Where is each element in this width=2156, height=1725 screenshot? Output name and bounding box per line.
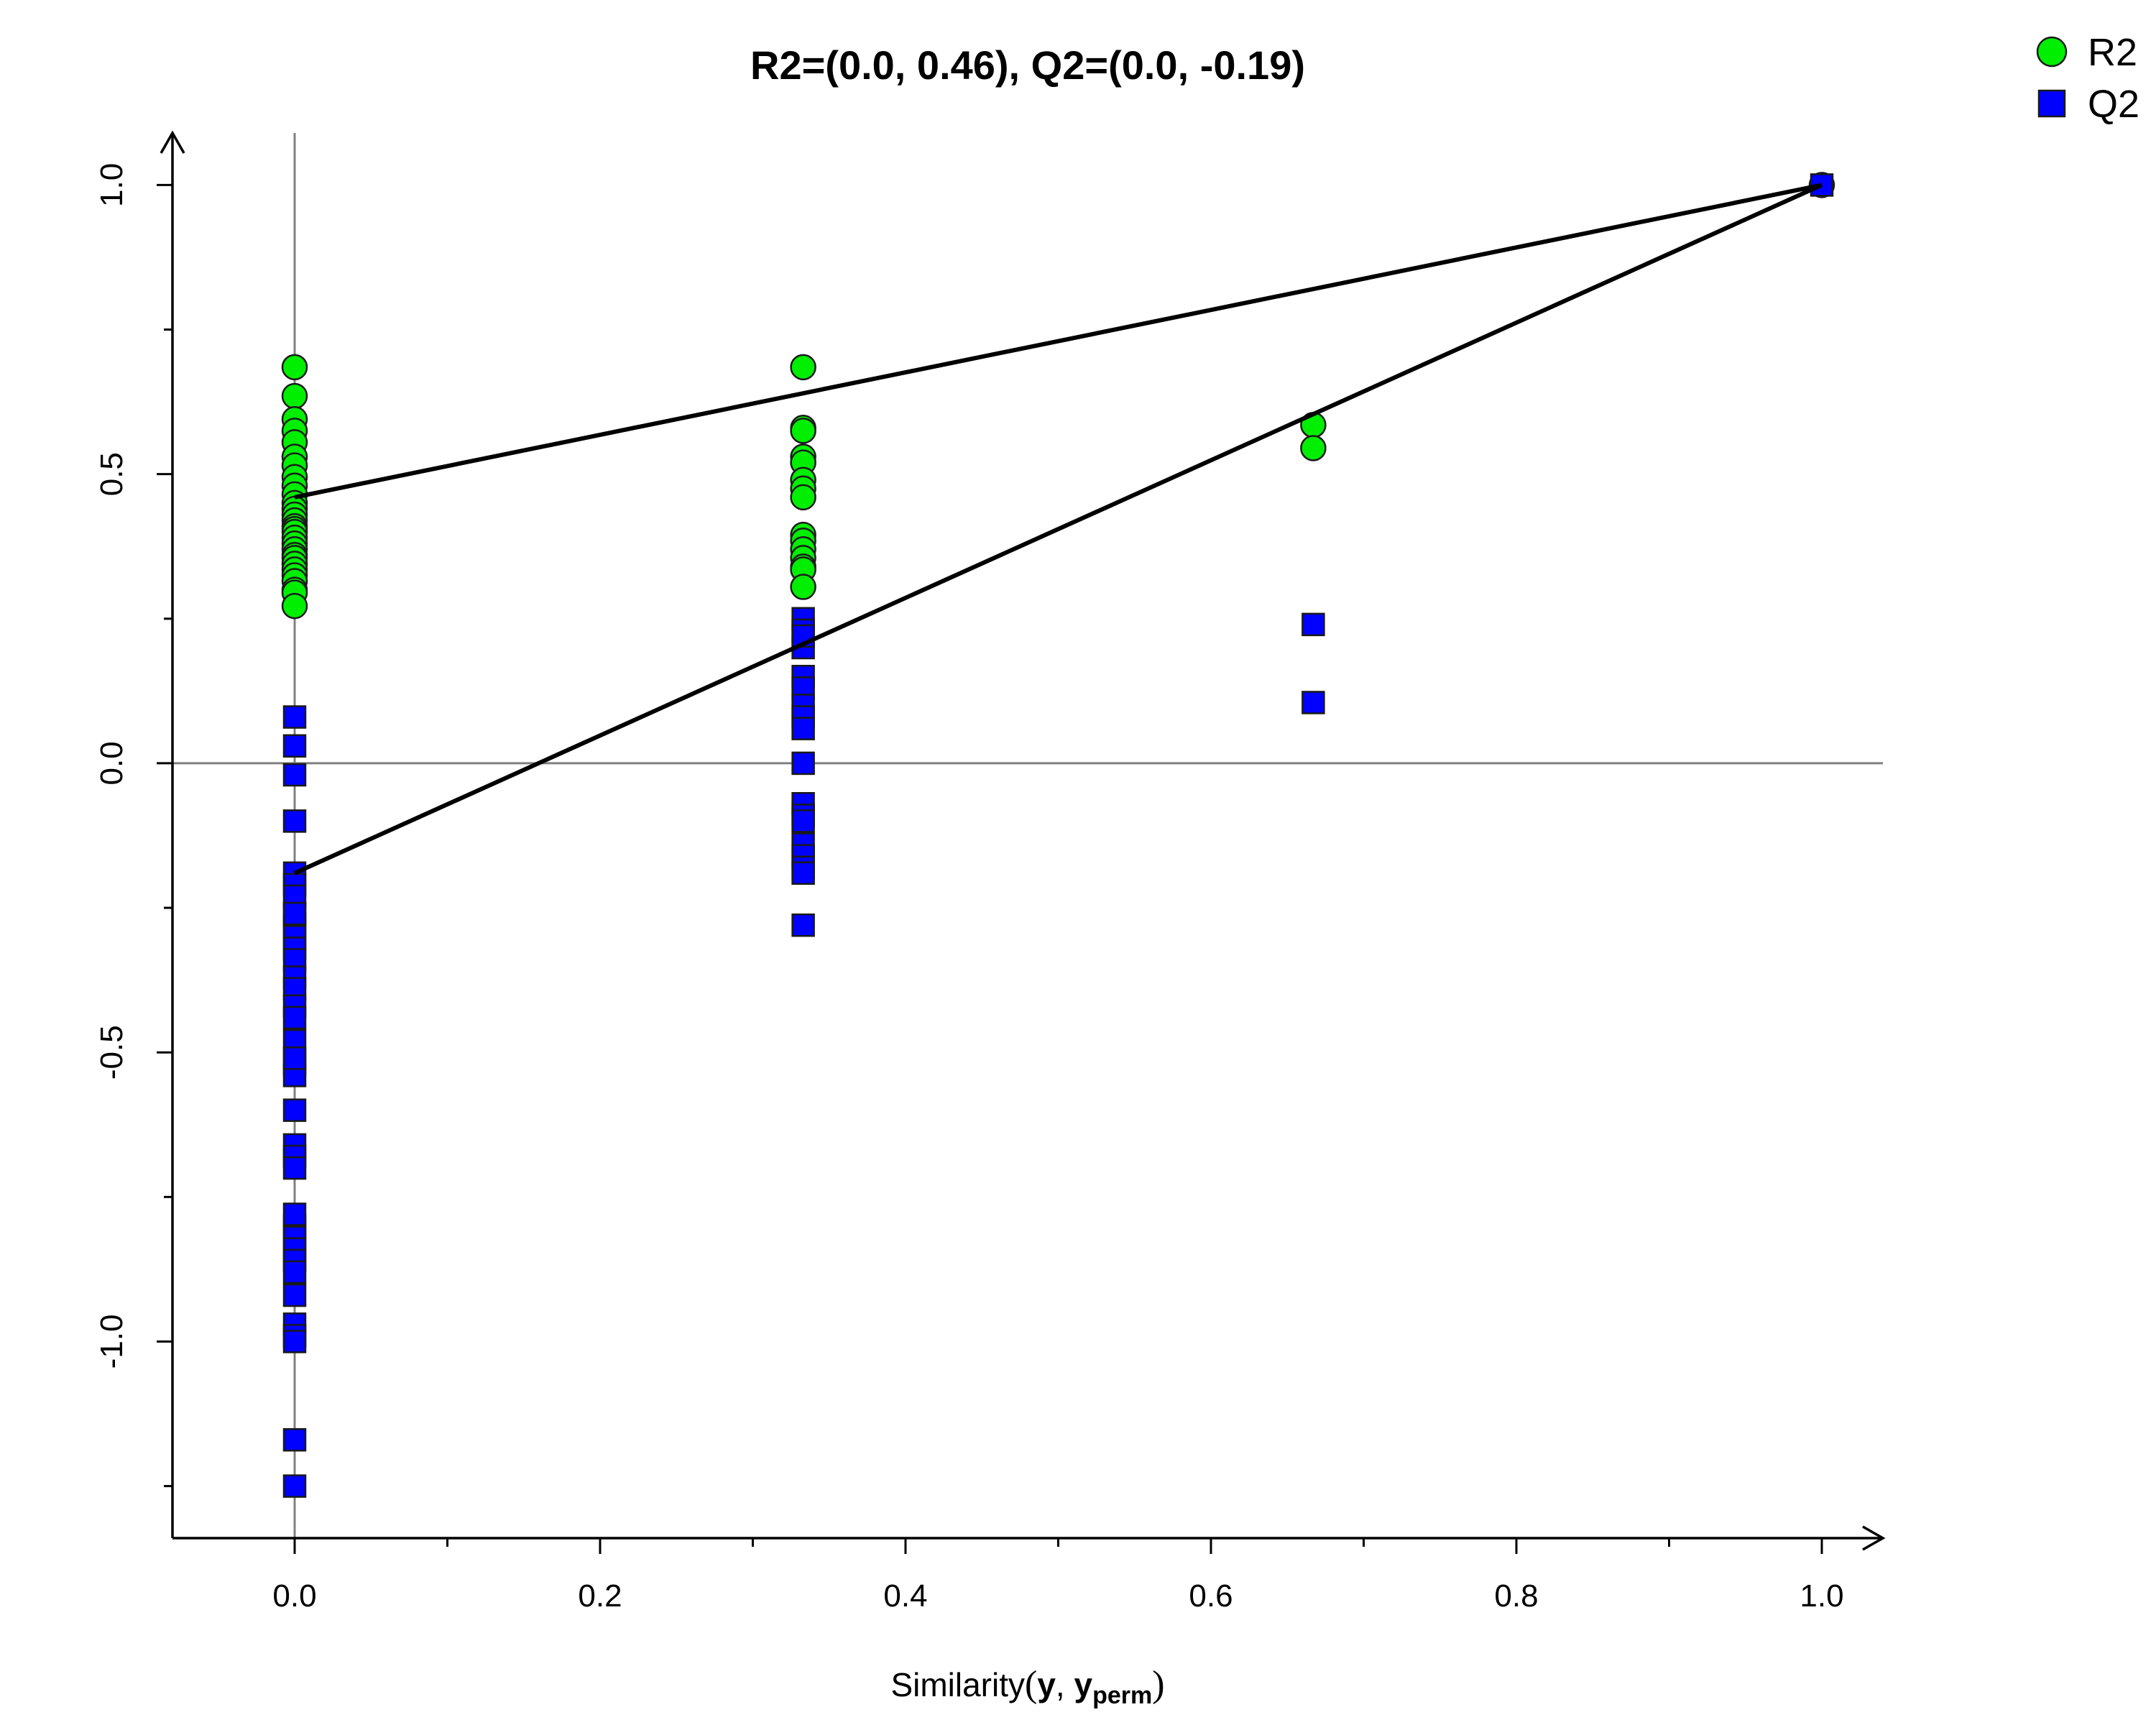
x-axis-arrow	[1862, 1525, 1886, 1551]
r2-regression-line	[294, 183, 1823, 500]
q2-point	[282, 1202, 307, 1226]
y-tick-label: 0.0	[94, 741, 129, 785]
x-tick-label: 0.2	[578, 1578, 622, 1614]
reference-lines	[172, 133, 1883, 1538]
y-tick-label: 0.5	[94, 452, 129, 496]
x-axis-ticks: 0.0 0.2 0.4 0.6 0.8 1.0	[272, 1538, 1844, 1614]
series-r2	[281, 172, 1835, 620]
y-tick-label: -0.5	[94, 1025, 129, 1080]
q2-point	[791, 913, 815, 937]
q2-point	[282, 1474, 307, 1498]
q2-point	[282, 1006, 307, 1030]
r2-point	[790, 574, 816, 600]
data-points	[281, 172, 1835, 1498]
x-axis-label-open: (	[1025, 1664, 1037, 1705]
r2-point	[281, 382, 308, 410]
x-axis-label-prefix: Similarity	[890, 1666, 1025, 1703]
q2-point	[791, 861, 815, 886]
legend-marker-q2	[2037, 89, 2066, 118]
q2-point	[1302, 612, 1325, 637]
r2-point	[790, 484, 816, 511]
y-axis-arrow	[160, 130, 185, 154]
q2-point	[282, 1098, 307, 1122]
q2-point	[282, 1156, 307, 1180]
series-q2	[282, 173, 1834, 1498]
x-axis-label: Similarity(y, yperm)	[890, 1664, 1164, 1709]
legend-marker-r2	[2036, 36, 2068, 68]
x-tick-label: 0.0	[272, 1578, 316, 1614]
q2-point	[282, 763, 307, 787]
r2-point	[1300, 435, 1327, 461]
legend-label-r2: R2	[2088, 31, 2137, 74]
q2-regression-line	[293, 183, 1823, 875]
q2-point	[282, 809, 307, 833]
x-tick-label: 1.0	[1800, 1578, 1843, 1614]
chart-title: R2=(0.0, 0.46), Q2=(0.0, -0.19)	[750, 42, 1305, 88]
x-axis-label-close: )	[1152, 1664, 1164, 1705]
q2-point	[791, 751, 815, 776]
y-tick-label: 1.0	[94, 163, 129, 207]
q2-point	[282, 901, 307, 926]
q2-point	[282, 1260, 307, 1284]
q2-point	[282, 1046, 307, 1070]
q2-point	[282, 705, 307, 729]
x-axis-label-yperm: y	[1074, 1666, 1092, 1703]
axes	[160, 130, 1886, 1551]
q2-point	[282, 734, 307, 758]
x-tick-label: 0.6	[1189, 1578, 1233, 1614]
q2-point	[282, 1283, 307, 1307]
r2-point	[281, 592, 308, 620]
legend-label-q2: Q2	[2088, 83, 2139, 126]
q2-point	[791, 809, 815, 833]
x-axis-label-sub: perm	[1092, 1682, 1152, 1709]
y-axis-ticks: -1.0 -0.5 0.0 0.5 1.0	[94, 163, 172, 1488]
q2-point	[282, 1427, 307, 1452]
y-tick-label: -1.0	[94, 1315, 129, 1369]
x-axis-label-y: y	[1037, 1666, 1056, 1703]
q2-point	[282, 1330, 307, 1353]
q2-point	[1302, 691, 1325, 714]
r2-point	[790, 354, 816, 381]
r2-point	[281, 354, 308, 381]
x-tick-label: 0.8	[1494, 1578, 1538, 1614]
regression-lines	[293, 183, 1823, 875]
q2-point	[791, 717, 815, 740]
x-axis-label-comma: ,	[1056, 1666, 1074, 1703]
r2-point	[790, 418, 816, 444]
x-tick-label: 0.4	[883, 1578, 927, 1614]
